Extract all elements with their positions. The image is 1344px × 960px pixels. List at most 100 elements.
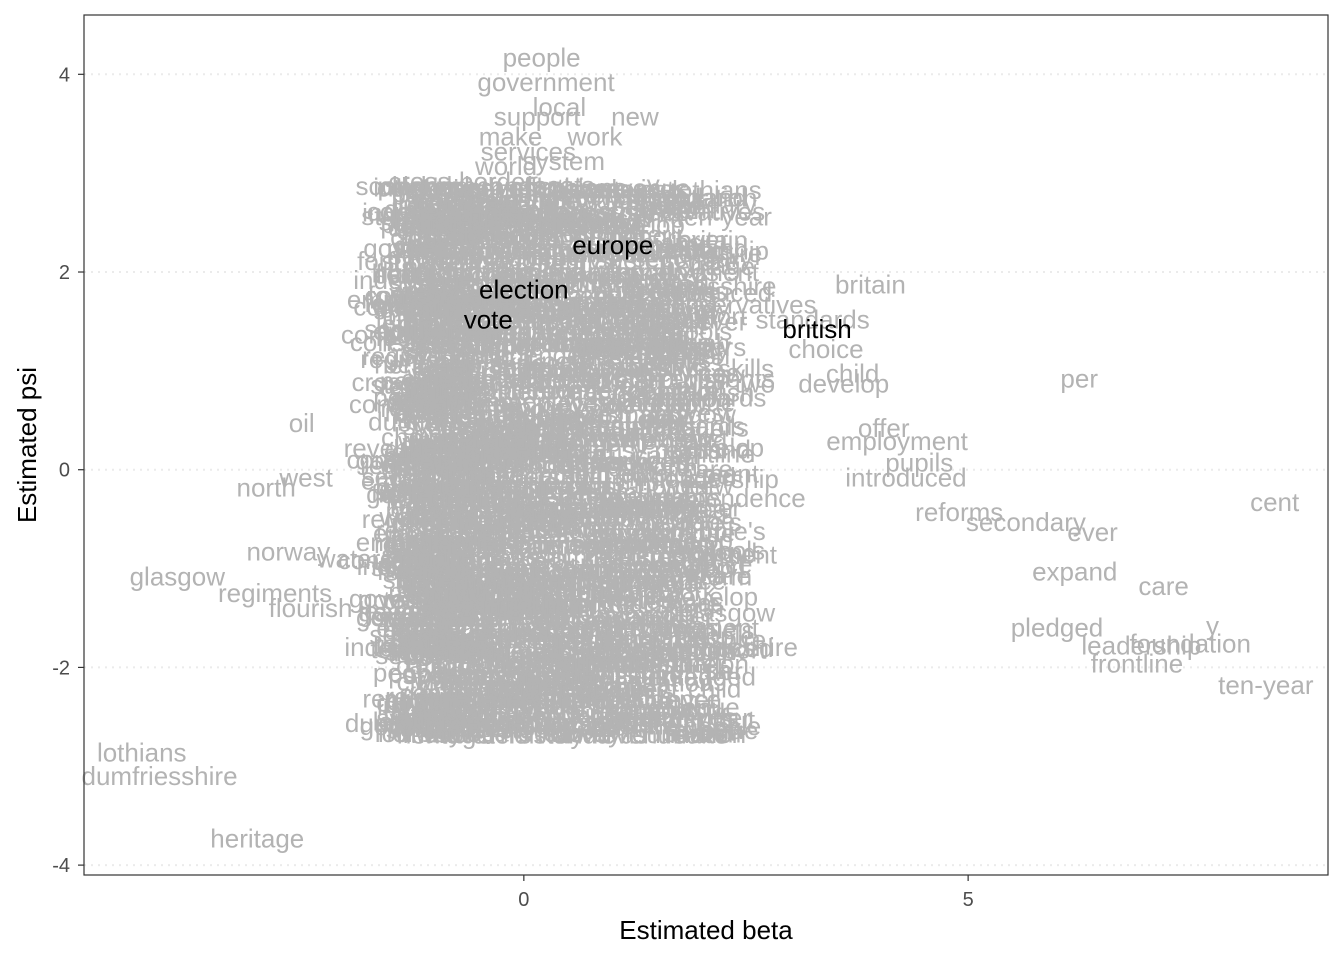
cloud-word: dumfriesshire (384, 194, 540, 224)
cloud-word: scots (392, 232, 453, 262)
cloud-word: cent (431, 295, 481, 325)
cloud-word: two (576, 333, 616, 363)
cloud-word: lothians (376, 309, 466, 339)
cloud-word: frontline (403, 320, 496, 350)
point-label-develop: develop (798, 369, 889, 399)
point-label-ten-year: ten-year (1218, 670, 1314, 700)
cloud-word: employment (497, 260, 639, 290)
cloud-word: frontline (460, 237, 553, 267)
cloud-word: people's (552, 366, 648, 396)
cloud-word: services (375, 640, 470, 670)
cloud-word: two (410, 596, 450, 626)
cloud-word: employment (347, 284, 489, 314)
point-label-out: out (719, 705, 756, 735)
cloud-word: pledged (418, 217, 511, 247)
cloud-word: support (507, 492, 594, 522)
cloud-word: ten-year (564, 239, 660, 269)
cloud-word: share (462, 415, 527, 445)
cloud-word: employment (433, 241, 575, 271)
cloud-word: care (413, 355, 464, 385)
cloud-word: choice (411, 230, 486, 260)
cloud-word: reforms (621, 490, 709, 520)
highlight-label-election: election (479, 275, 569, 305)
cloud-word: make (574, 447, 638, 477)
cloud-word: revenue (454, 672, 548, 702)
cloud-word: services (516, 672, 611, 702)
cloud-word: work (602, 644, 659, 674)
cloud-word: expand (474, 668, 559, 698)
cloud-word: glasgow (376, 472, 472, 502)
cloud-word: pupils (467, 255, 535, 285)
cloud-word: make (403, 719, 467, 749)
cloud-word: services (472, 589, 567, 619)
cloud-word: conservatives (346, 445, 505, 475)
point-label-expand: expand (1032, 556, 1117, 586)
cloud-word: west (447, 178, 502, 208)
highlight-label-vote: vote (464, 304, 513, 334)
cloud-word: care (481, 717, 532, 747)
point-label-scots: scots (422, 220, 483, 250)
cloud-word: child (399, 468, 452, 498)
cloud-word: pupils (681, 412, 749, 442)
point-label-foundation: foundation (1130, 629, 1251, 659)
cloud-word: glasgow (396, 502, 492, 532)
cloud-word: share (445, 310, 510, 340)
point-label-introduced: introduced (845, 462, 966, 492)
cloud-word: offer (509, 171, 561, 201)
cloud-word: norway (408, 431, 492, 461)
cloud-word: scotland (456, 310, 553, 340)
cloud-word: waters (429, 522, 507, 552)
cloud-word: work (430, 287, 487, 317)
cloud-word: leadership (507, 500, 627, 530)
cloud-word: y (423, 712, 436, 742)
cloud-word: reform (398, 174, 473, 204)
highlight-label-europe: europe (572, 230, 653, 260)
cloud-word: pledged (377, 551, 470, 581)
cloud-word: leadership (490, 460, 610, 490)
cloud-word: foundation (413, 489, 534, 519)
cloud-word: britain (401, 692, 472, 722)
cloud-word: oil (470, 209, 496, 239)
cloud-word: people (451, 596, 529, 626)
point-label-glasgow: glasgow (130, 561, 226, 591)
cloud-word: y (647, 169, 660, 199)
cloud-word: out (400, 548, 437, 578)
cloud-word: conservatives (350, 327, 509, 357)
cloud-word: revenue (454, 678, 548, 708)
cloud-word: heritage (506, 640, 600, 670)
cloud-word: scots (478, 580, 539, 610)
cloud-word: out (559, 238, 596, 268)
cloud-word: frontline (452, 348, 545, 378)
cloud-word: people (547, 328, 625, 358)
cloud-word: local (402, 316, 455, 346)
cloud-word: expand (441, 669, 526, 699)
cloud-word: out (472, 437, 509, 467)
y-tick-label: 2 (59, 262, 70, 284)
cloud-word: per (405, 641, 443, 671)
cloud-word: new (399, 233, 447, 263)
cloud-word: independence (478, 481, 641, 511)
cloud-word: regiments (398, 190, 512, 220)
cloud-word: reforms (489, 690, 577, 720)
gridlines (84, 73, 1328, 867)
cloud-word: two (524, 214, 564, 244)
cloud-word: cross-border (374, 260, 520, 290)
point-label-two: two (735, 369, 775, 399)
cloud-word: conservatives (353, 292, 512, 322)
point-label-cross-border: cross-border (584, 635, 730, 665)
cloud-word: secondary (424, 282, 544, 312)
cloud-word: scottish (379, 207, 467, 237)
cloud-word: north (584, 286, 643, 316)
cloud-word: introduced (390, 585, 511, 615)
cloud-word: pledged (377, 171, 470, 201)
y-tick-label: -2 (52, 657, 70, 679)
point-label-scottish: scottish (364, 314, 452, 344)
cloud-word: britain (390, 491, 461, 521)
cloud-word: people's (502, 185, 598, 215)
cloud-word: people (615, 639, 693, 669)
cloud-word: cent (658, 337, 708, 367)
cloud-word: develop (483, 428, 574, 458)
point-label-revenue: revenue (344, 433, 438, 463)
cloud-word: offer (476, 415, 528, 445)
cloud-word: government (418, 702, 556, 732)
